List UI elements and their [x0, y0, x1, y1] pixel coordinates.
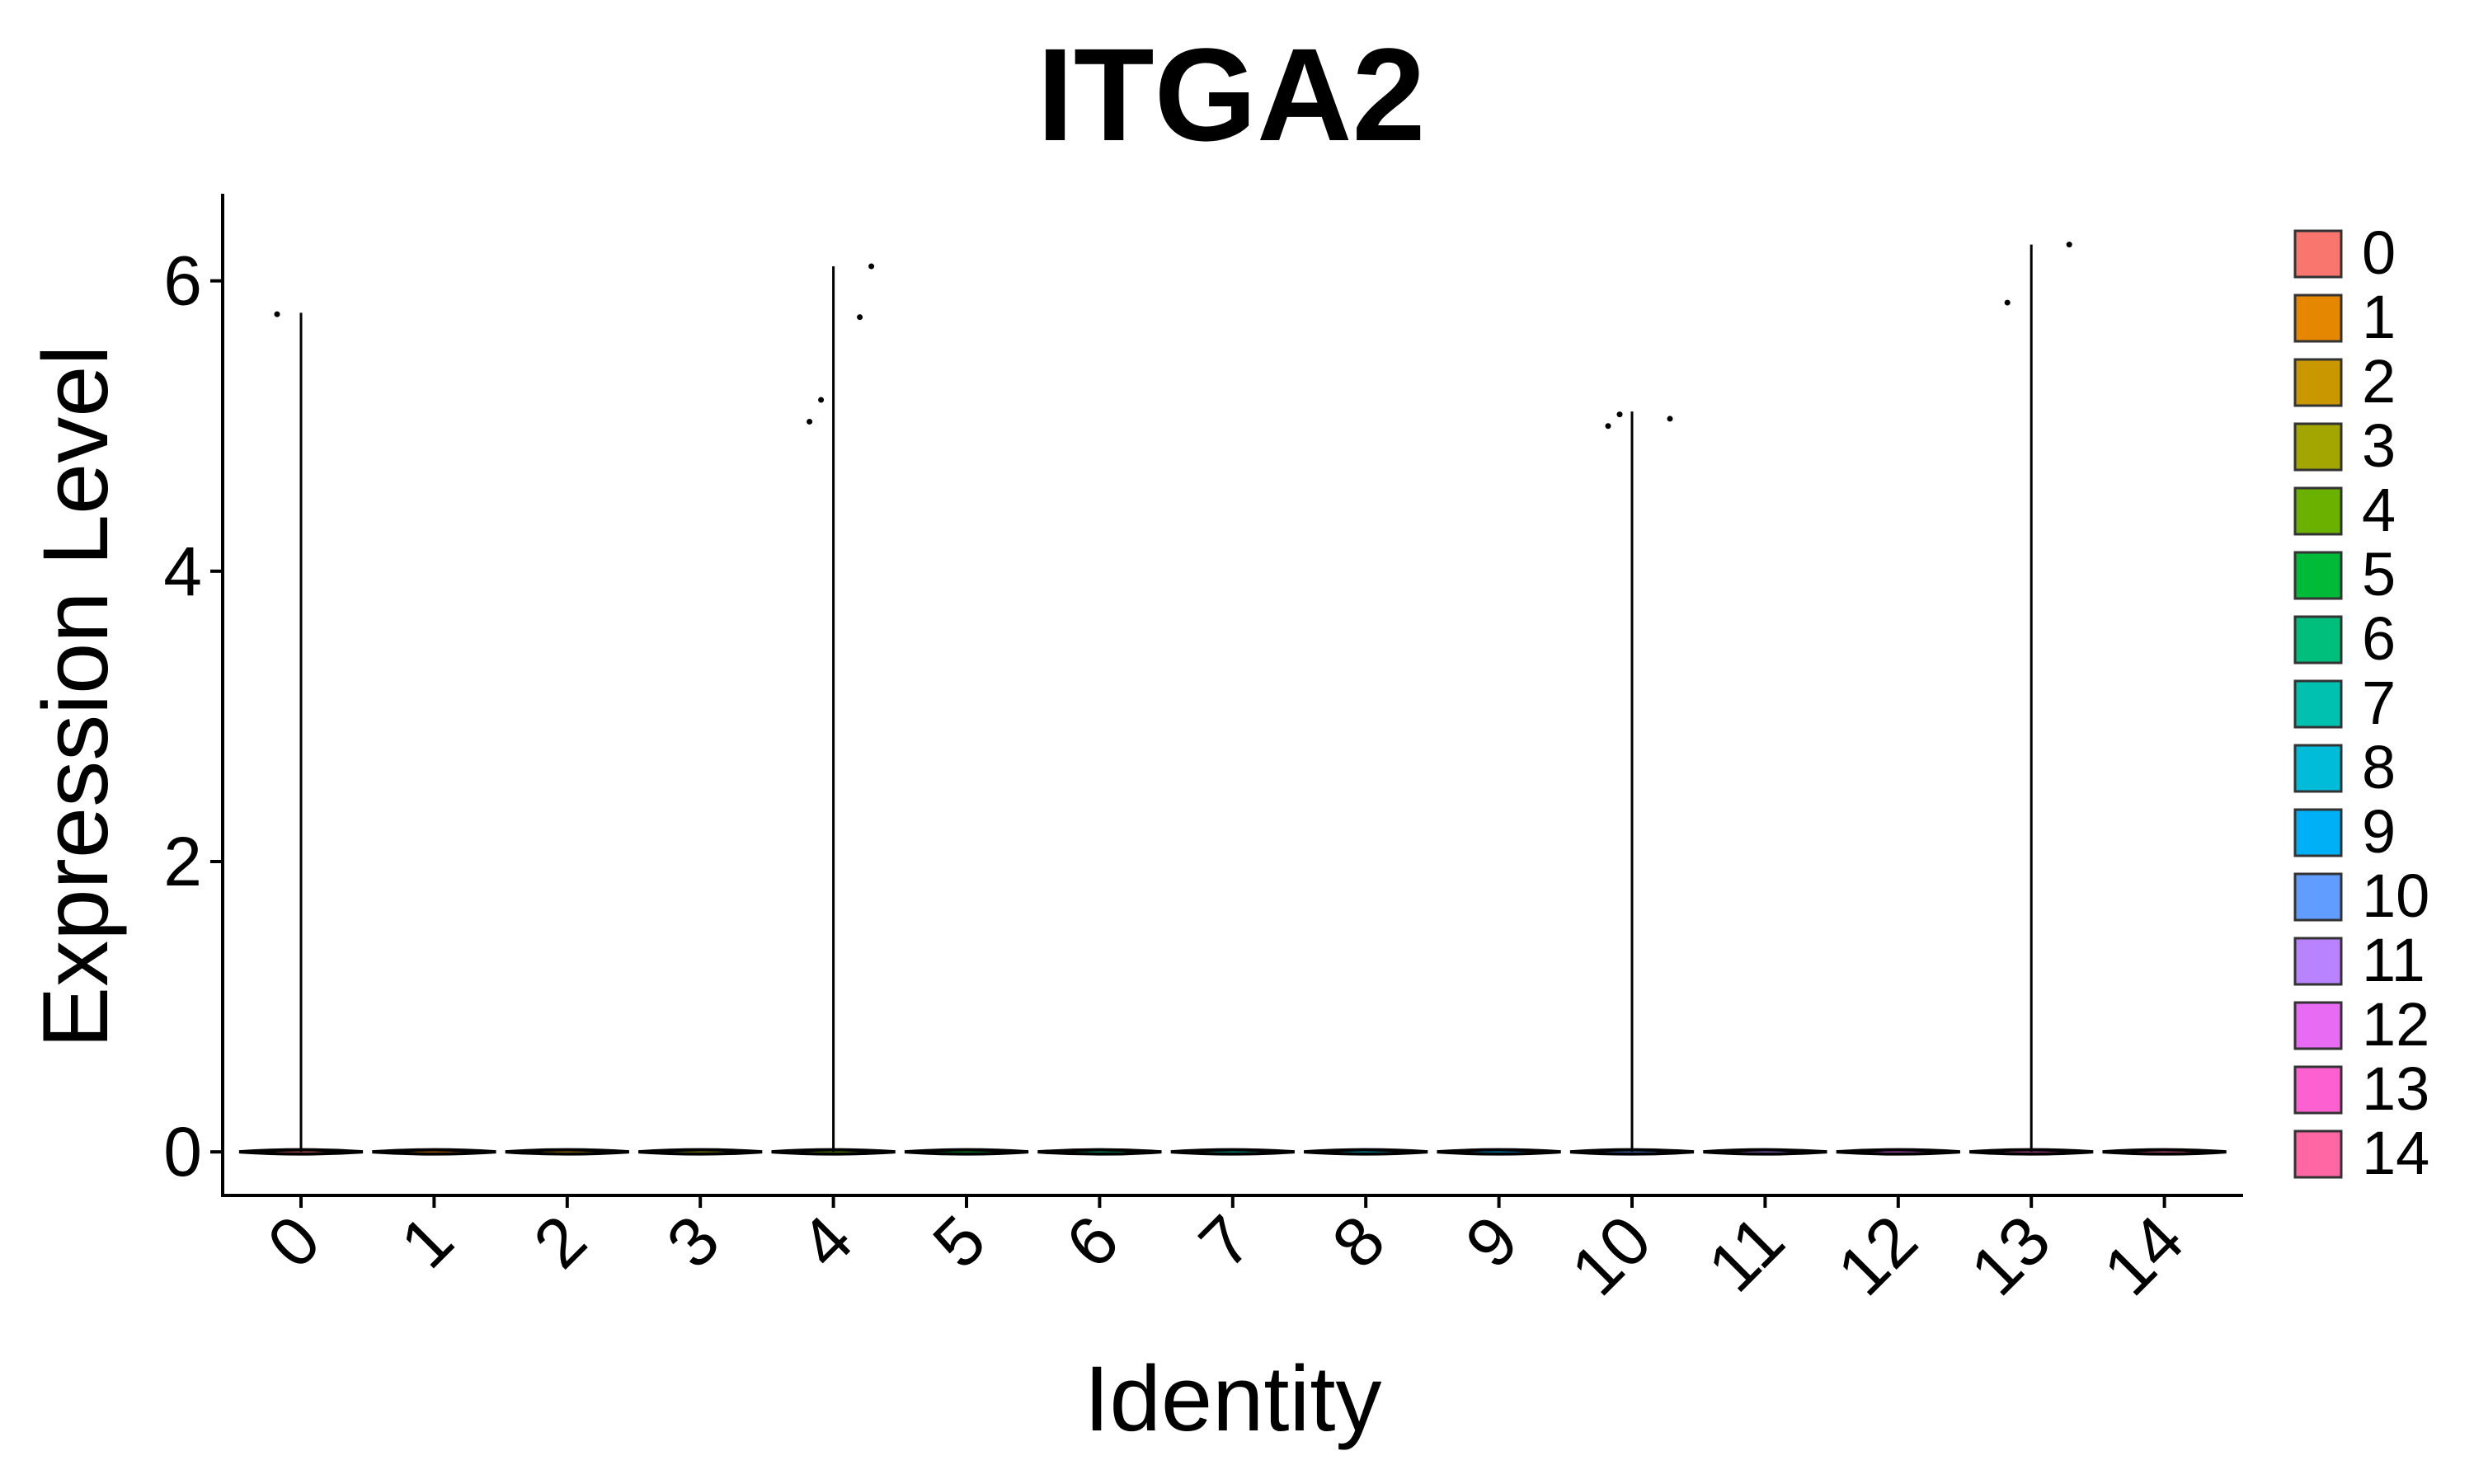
data-point — [2066, 242, 2072, 248]
legend-label-8: 8 — [2362, 733, 2396, 801]
legend-label-12: 12 — [2362, 990, 2429, 1059]
legend-label-2: 2 — [2362, 347, 2396, 416]
x-tick-label: 4 — [785, 1200, 868, 1283]
y-tick-label: 4 — [163, 533, 202, 610]
x-tick-label: 8 — [1317, 1200, 1399, 1283]
legend-swatch-1 — [2293, 294, 2343, 343]
data-point — [868, 263, 875, 270]
data-point — [2004, 299, 2011, 306]
legend-label-9: 9 — [2362, 797, 2396, 866]
x-axis-ticks: 0 1 2 3 4 5 6 7 8 9 10 11 12 13 14 — [252, 1195, 2198, 1310]
violin-body-5 — [904, 1148, 1029, 1156]
legend-swatch-2 — [2293, 358, 2343, 407]
x-tick-label: 6 — [1051, 1200, 1134, 1283]
legend-swatch-10 — [2293, 872, 2343, 922]
violin-body-11 — [1703, 1148, 1827, 1156]
x-tick-label: 14 — [2089, 1200, 2199, 1310]
x-tick-label: 9 — [1451, 1200, 1533, 1283]
chart-title: ITGA2 — [1037, 21, 1425, 168]
data-point — [857, 314, 863, 321]
data-point — [1616, 411, 1623, 418]
legend-swatch-12 — [2293, 1001, 2343, 1050]
y-tick-label: 6 — [163, 242, 202, 320]
legend-label-5: 5 — [2362, 540, 2396, 608]
data-point — [1667, 416, 1673, 422]
data-point — [274, 311, 280, 317]
legend-swatch-0 — [2293, 229, 2343, 279]
legend-swatch-6 — [2293, 615, 2343, 665]
legend-swatch-7 — [2293, 679, 2343, 729]
data-point — [818, 397, 825, 403]
violin-body-6 — [1037, 1148, 1162, 1156]
x-axis-title: Identity — [1084, 1347, 1381, 1450]
violin-body-12 — [1836, 1148, 1960, 1156]
legend-label-4: 4 — [2362, 476, 2396, 544]
legend-swatch-8 — [2293, 744, 2343, 793]
legend-label-1: 1 — [2362, 283, 2396, 351]
legend-swatch-5 — [2293, 551, 2343, 600]
x-tick-label: 7 — [1184, 1200, 1267, 1283]
x-tick-label: 13 — [1955, 1200, 2065, 1310]
x-tick-label: 10 — [1556, 1200, 1666, 1310]
y-axis-ticks: 0 2 4 6 — [163, 242, 223, 1190]
y-axis-title: Expression Level — [24, 345, 127, 1049]
legend-swatch-13 — [2293, 1065, 2343, 1115]
x-tick-label: 11 — [1693, 1200, 1799, 1306]
legend-label-3: 3 — [2362, 411, 2396, 480]
y-tick-label: 2 — [163, 823, 202, 900]
plot-area — [238, 242, 2227, 1156]
legend-swatch-3 — [2293, 422, 2343, 472]
legend-label-0: 0 — [2362, 218, 2396, 287]
x-tick-label: 0 — [252, 1200, 335, 1283]
x-tick-label: 1 — [386, 1200, 468, 1283]
y-tick-label: 0 — [163, 1113, 202, 1190]
legend-swatch-14 — [2293, 1129, 2343, 1179]
legend-label-6: 6 — [2362, 604, 2396, 673]
violin-body-1 — [372, 1148, 496, 1156]
legend-label-7: 7 — [2362, 669, 2396, 737]
x-tick-label: 3 — [651, 1200, 734, 1283]
violin-body-9 — [1437, 1148, 1561, 1156]
legend-swatch-9 — [2293, 808, 2343, 857]
legend-label-14: 14 — [2362, 1119, 2429, 1187]
violin-body-3 — [638, 1148, 763, 1156]
x-tick-label: 12 — [1823, 1200, 1932, 1310]
violin-body-8 — [1304, 1148, 1428, 1156]
legend-label-11: 11 — [2362, 926, 2425, 994]
x-tick-label: 5 — [918, 1200, 1000, 1283]
violin-body-2 — [505, 1148, 629, 1156]
legend-swatch-4 — [2293, 486, 2343, 536]
data-point — [807, 418, 813, 425]
violin-body-14 — [2102, 1148, 2227, 1156]
violin-body-7 — [1170, 1148, 1295, 1156]
legend-swatch-11 — [2293, 937, 2343, 986]
legend-label-13: 13 — [2362, 1054, 2429, 1123]
data-point — [1605, 423, 1611, 430]
legend-label-10: 10 — [2362, 862, 2429, 930]
x-tick-label: 2 — [519, 1200, 601, 1283]
